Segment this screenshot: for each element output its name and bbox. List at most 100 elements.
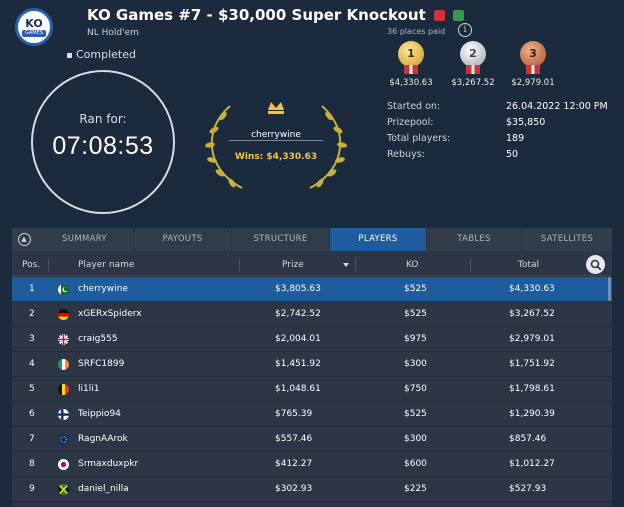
flag-belgium-icon bbox=[58, 384, 69, 395]
row-total: $2,979.01 bbox=[509, 334, 555, 344]
tab-summary[interactable]: SUMMARY bbox=[36, 228, 134, 251]
row-total: $1,751.92 bbox=[509, 359, 555, 369]
row-prize: $1,048.61 bbox=[275, 384, 321, 394]
players-table-header: Pos. Player name Prize KO Total bbox=[12, 254, 612, 276]
info-icon[interactable]: i bbox=[458, 23, 472, 37]
table-row[interactable]: 4 SRFC1899 $1,451.92 $300 $1,751.92 bbox=[12, 352, 612, 377]
total-players-label: Total players: bbox=[387, 133, 451, 144]
tab-satellites[interactable]: SATELLITES bbox=[540, 234, 594, 244]
silver-medal-icon: 2 bbox=[460, 41, 486, 67]
medal-second: 2 $3,267.52 bbox=[451, 41, 495, 88]
tab-structure[interactable]: STRUCTURE bbox=[232, 228, 330, 251]
row-pos: 7 bbox=[29, 434, 35, 444]
chevron-up-icon: ▲ bbox=[17, 233, 31, 246]
run-time-value: 07:08:53 bbox=[52, 132, 154, 160]
logo-subtext: GAMES bbox=[22, 29, 46, 37]
row-prize: $765.39 bbox=[275, 409, 313, 419]
medal-third-amount: $2,979.01 bbox=[511, 78, 555, 88]
row-ko: $975 bbox=[404, 334, 427, 344]
row-player-name: SRFC1899 bbox=[78, 359, 125, 369]
column-pos[interactable]: Pos. bbox=[22, 260, 41, 270]
sort-desc-icon[interactable] bbox=[343, 263, 349, 267]
logo-text: KO bbox=[25, 16, 43, 30]
rebuy-badge-icon bbox=[453, 10, 465, 21]
row-total: $3,267.52 bbox=[509, 309, 555, 319]
table-row[interactable]: 5 li1li1 $1,048.61 $750 $1,798.61 bbox=[12, 377, 612, 402]
search-button[interactable] bbox=[586, 255, 605, 274]
column-separator bbox=[470, 258, 471, 272]
collapse-button[interactable]: ▲ bbox=[12, 228, 36, 251]
run-time-ring: Ran for: 07:08:53 bbox=[31, 70, 175, 214]
row-prize: $302.93 bbox=[275, 484, 313, 494]
laurel-wreath-icon bbox=[205, 102, 347, 189]
winner-divider bbox=[229, 140, 323, 141]
column-prize[interactable]: Prize bbox=[282, 260, 304, 270]
table-row[interactable]: 9 daniel_nilla $302.93 $225 $527.93 bbox=[12, 477, 612, 502]
row-total: $527.93 bbox=[509, 484, 547, 494]
row-total: $4,330.63 bbox=[509, 284, 555, 294]
winner-name: cherrywine bbox=[251, 130, 301, 140]
medal-ribbon-icon bbox=[466, 65, 480, 74]
row-ko: $750 bbox=[404, 384, 427, 394]
row-pos: 5 bbox=[29, 384, 35, 394]
row-ko: $600 bbox=[404, 459, 427, 469]
tab-tables[interactable]: TABLES bbox=[427, 228, 522, 251]
column-total[interactable]: Total bbox=[518, 260, 540, 270]
lobby-panel: ▲ SUMMARY PAYOUTS STRUCTURE PLAYERS TABL… bbox=[12, 228, 612, 507]
column-player-name[interactable]: Player name bbox=[78, 260, 135, 270]
table-row[interactable]: 3 craig555 $2,004.01 $975 $2,979.01 bbox=[12, 327, 612, 352]
column-separator bbox=[239, 258, 240, 272]
row-player-name: RagnAArok bbox=[78, 434, 128, 444]
table-row[interactable]: 1 cherrywine $3,805.63 $525 $4,330.63 bbox=[12, 277, 612, 302]
flag-eu-icon bbox=[58, 434, 69, 445]
medal-first-amount: $4,330.63 bbox=[389, 78, 433, 88]
row-pos: 6 bbox=[29, 409, 35, 419]
tab-players[interactable]: PLAYERS bbox=[330, 228, 427, 251]
tournament-title: KO Games #7 - $30,000 Super Knockout bbox=[87, 6, 465, 24]
row-ko: $300 bbox=[404, 434, 427, 444]
table-row[interactable]: 8 Srmaxduxpkr $412.27 $600 $1,012.27 bbox=[12, 452, 612, 477]
prizepool-value: $35,850 bbox=[506, 117, 546, 128]
row-pos: 8 bbox=[29, 459, 35, 469]
flag-jamaica-icon bbox=[58, 484, 69, 495]
row-player-name: Srmaxduxpkr bbox=[78, 459, 139, 469]
tournament-title-text: KO Games #7 - $30,000 Super Knockout bbox=[87, 6, 426, 24]
row-prize: $3,805.63 bbox=[275, 284, 321, 294]
row-total: $1,012.27 bbox=[509, 459, 555, 469]
table-row[interactable]: 7 RagnAArok $557.46 $300 $857.46 bbox=[12, 427, 612, 452]
tab-payouts[interactable]: PAYOUTS bbox=[134, 228, 232, 251]
players-table-body: 1 cherrywine $3,805.63 $525 $4,330.63 2 … bbox=[12, 277, 612, 502]
total-players-value: 189 bbox=[506, 133, 525, 144]
row-total: $857.46 bbox=[509, 434, 547, 444]
row-ko: $525 bbox=[404, 284, 427, 294]
row-prize: $1,451.92 bbox=[275, 359, 321, 369]
flag-ireland-icon bbox=[58, 359, 69, 370]
column-ko[interactable]: KO bbox=[406, 260, 419, 270]
row-prize: $2,742.52 bbox=[275, 309, 321, 319]
search-icon bbox=[590, 259, 601, 270]
medal-third: 3 $2,979.01 bbox=[511, 41, 555, 88]
gold-medal-icon: 1 bbox=[398, 41, 424, 67]
flag-germany-icon bbox=[58, 309, 69, 320]
ko-games-logo: KO GAMES bbox=[15, 8, 53, 46]
row-player-name: cherrywine bbox=[78, 284, 128, 294]
row-ko: $300 bbox=[404, 359, 427, 369]
medal-second-amount: $3,267.52 bbox=[451, 78, 495, 88]
rebuys-label: Rebuys: bbox=[387, 149, 425, 160]
flag-finland-icon bbox=[58, 409, 69, 420]
table-row[interactable]: 2 xGERxSpiderx $2,742.52 $525 $3,267.52 bbox=[12, 302, 612, 327]
row-prize: $557.46 bbox=[275, 434, 313, 444]
medal-ribbon-icon bbox=[404, 65, 418, 74]
row-ko: $525 bbox=[404, 409, 427, 419]
table-scrollbar[interactable] bbox=[608, 277, 611, 301]
table-row[interactable]: 6 Teippio94 $765.39 $525 $1,290.39 bbox=[12, 402, 612, 427]
row-prize: $412.27 bbox=[275, 459, 313, 469]
row-ko: $225 bbox=[404, 484, 427, 494]
row-ko: $525 bbox=[404, 309, 427, 319]
row-player-name: daniel_nilla bbox=[78, 484, 129, 494]
tournament-status: Completed bbox=[67, 48, 136, 61]
row-player-name: li1li1 bbox=[78, 384, 100, 394]
row-pos: 2 bbox=[29, 309, 35, 319]
places-paid: 36 places paid bbox=[387, 27, 446, 36]
run-time-label: Ran for: bbox=[79, 112, 127, 126]
